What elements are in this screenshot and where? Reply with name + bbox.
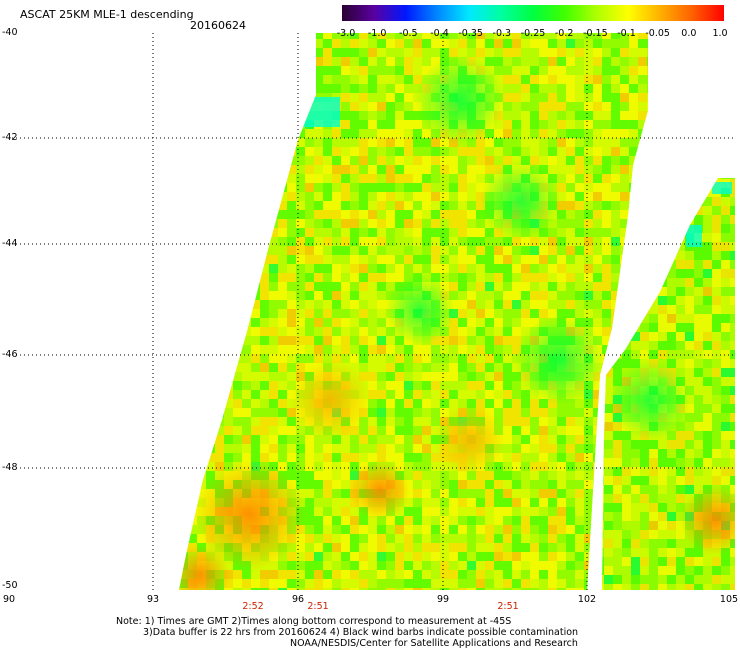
colorbar [342, 5, 724, 21]
colorbar-tick-label: -0.35 [458, 28, 483, 39]
note-line-2: 3)Data buffer is 22 hrs from 20160624 4)… [143, 627, 579, 638]
lat-label: -48 [2, 462, 18, 473]
lat-label: -46 [2, 349, 18, 360]
colorbar-tick-label: -3.0 [336, 28, 356, 39]
lon-label: 99 [436, 594, 450, 605]
colorbar-tick-label: -0.2 [554, 28, 574, 39]
lon-label: 105 [719, 594, 739, 605]
pass-time-label: 2:51 [497, 601, 519, 612]
note-line-1: Note: 1) Times are GMT 2)Times along bot… [116, 616, 512, 627]
pass-time-label: 2:51 [307, 601, 329, 612]
lat-label: -40 [2, 27, 18, 38]
colorbar-tick-label: -0.15 [583, 28, 608, 39]
colorbar-tick-label: 1.0 [712, 28, 728, 39]
lon-label: 96 [291, 594, 305, 605]
lat-label: -44 [2, 238, 18, 249]
colorbar-tick-label: -0.3 [492, 28, 512, 39]
lat-label: -42 [2, 132, 18, 143]
lon-label: 93 [146, 594, 160, 605]
pass-time-label: 2:52 [242, 601, 264, 612]
product-title: ASCAT 25KM MLE-1 descending [20, 8, 194, 21]
colorbar-tick-label: -0.1 [617, 28, 636, 39]
lon-label: 102 [577, 594, 597, 605]
lat-lon-grid [8, 33, 735, 590]
colorbar-gradient [342, 5, 724, 21]
lat-label: -50 [2, 580, 18, 591]
note-line-3: NOAA/NESDIS/Center for Satellite Applica… [290, 638, 578, 649]
colorbar-tick-label: 0.0 [681, 28, 697, 39]
colorbar-tick-label: -0.5 [399, 28, 418, 39]
colorbar-tick-label: -0.25 [520, 28, 546, 39]
product-date: 20160624 [190, 19, 246, 32]
colorbar-tick-label: -0.05 [645, 28, 670, 39]
colorbar-tick-label: -1.0 [367, 28, 387, 39]
lon-label: 90 [2, 594, 16, 605]
satellite-swath-west [179, 33, 648, 590]
colorbar-tick-label: -0.4 [430, 28, 449, 39]
